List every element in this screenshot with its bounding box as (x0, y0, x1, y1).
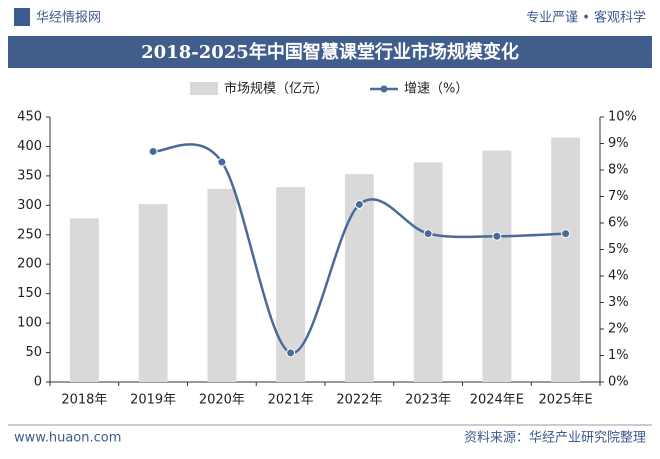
y-tick-label: 450 (17, 110, 42, 125)
y2-tick-label: 0% (608, 375, 629, 390)
y2-tick-label: 10% (608, 110, 637, 125)
title-band (8, 36, 652, 68)
bar (69, 218, 99, 382)
y-tick-label: 0 (34, 375, 42, 390)
bar (551, 137, 581, 382)
bar (413, 162, 443, 382)
x-tick-label: 2023年 (405, 393, 451, 408)
y2-tick-label: 8% (608, 163, 629, 178)
y2-tick-label: 9% (608, 136, 629, 151)
x-tick-label: 2018年 (61, 393, 107, 408)
y2-tick-label: 5% (608, 242, 629, 257)
bar (482, 150, 512, 382)
legend-label: 增速（%） (404, 82, 468, 97)
logo (14, 8, 30, 26)
footer-site: www.huaon.com (14, 431, 121, 446)
bar (207, 188, 237, 382)
bar (138, 204, 168, 382)
brand: 华经情报网 (36, 11, 101, 26)
legend-dot (380, 85, 388, 93)
slogan: 专业严谨 • 客观科学 (526, 10, 646, 26)
growth-dot (354, 199, 364, 209)
y2-tick-label: 7% (608, 189, 629, 204)
y2-tick-label: 1% (608, 348, 629, 363)
y2-tick-label: 2% (608, 322, 629, 337)
y-tick-label: 200 (17, 257, 42, 272)
y-tick-label: 50 (25, 345, 42, 360)
x-tick-label: 2021年 (268, 393, 314, 408)
y-tick-label: 300 (17, 198, 42, 213)
x-tick-label: 2020年 (199, 393, 245, 408)
x-tick-label: 2019年 (130, 393, 176, 408)
growth-dot (423, 229, 433, 239)
growth-dot (148, 146, 158, 156)
growth-dot (217, 157, 227, 167)
y-tick-label: 250 (17, 227, 42, 242)
y-tick-label: 100 (17, 316, 42, 331)
growth-dot (561, 229, 571, 239)
legend-label: 市场规模（亿元） (224, 81, 328, 97)
y2-tick-label: 6% (608, 216, 629, 231)
y2-tick-label: 3% (608, 295, 629, 310)
growth-dot (286, 348, 296, 358)
x-tick-label: 2022年 (336, 393, 382, 408)
growth-dot (492, 231, 502, 241)
y-tick-label: 400 (17, 139, 42, 154)
y-tick-label: 350 (17, 168, 42, 183)
x-tick-label: 2025年E (538, 393, 592, 408)
x-tick-label: 2024年E (470, 393, 524, 408)
y2-tick-label: 4% (608, 269, 629, 284)
y-tick-label: 150 (17, 286, 42, 301)
chart-title: 2018-2025年中国智慧课堂行业市场规模变化 (141, 41, 519, 63)
footer-source: 资料来源：华经产业研究院整理 (464, 431, 646, 446)
legend-swatch (190, 82, 218, 95)
